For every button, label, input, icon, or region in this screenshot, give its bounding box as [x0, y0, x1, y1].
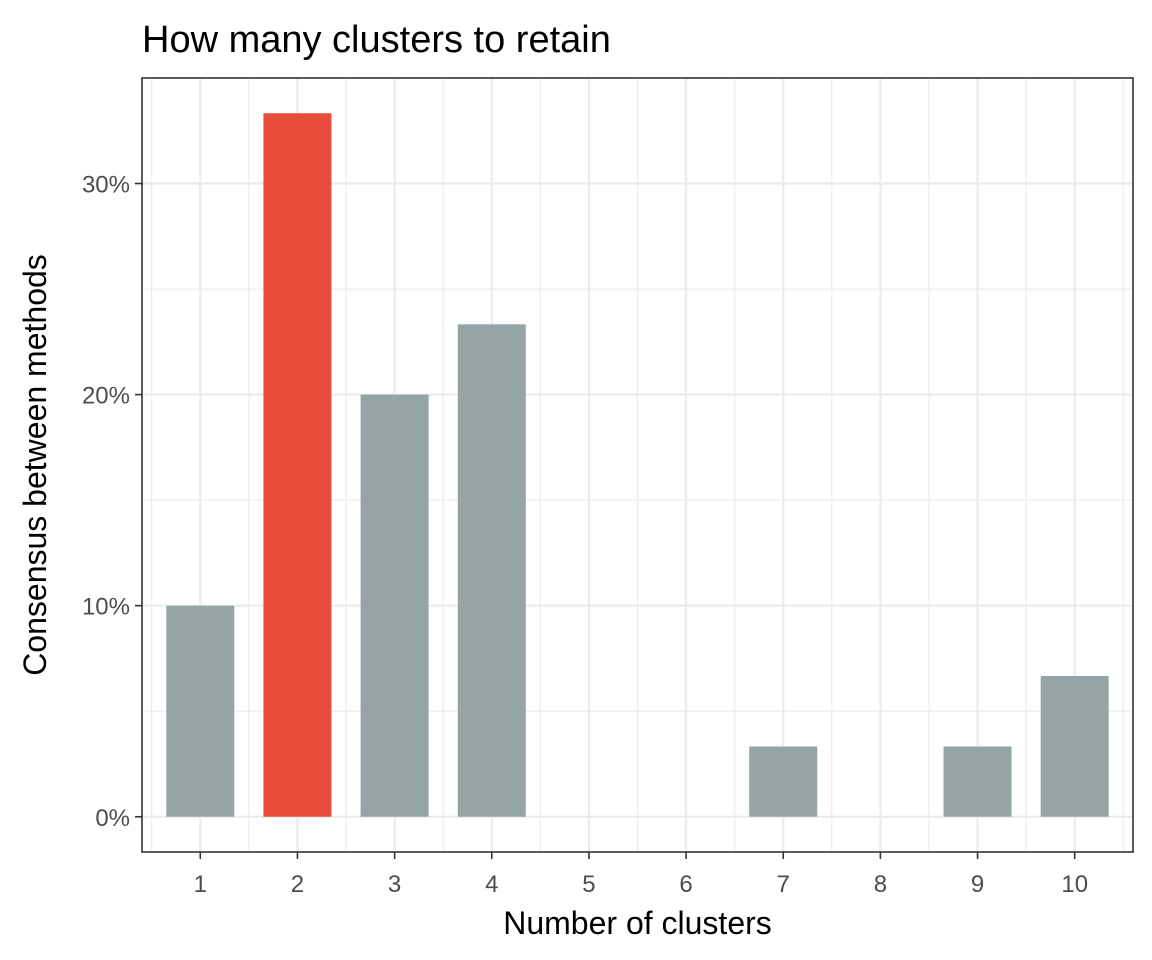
x-tick-label: 3 — [388, 871, 401, 898]
x-tick-label: 8 — [874, 871, 887, 898]
bar-3 — [360, 394, 429, 817]
y-tick-label: 0% — [95, 805, 130, 832]
x-tick-label: 6 — [679, 871, 692, 898]
x-tick-label: 10 — [1061, 871, 1088, 898]
axis-ticks: 1 2 3 4 5 6 7 8 9 10 0% 10% 20% 30% — [82, 172, 1088, 898]
x-tick-label: 4 — [485, 871, 498, 898]
x-tick-label: 5 — [582, 871, 595, 898]
y-tick-label: 10% — [82, 594, 130, 621]
bar-9 — [943, 746, 1012, 817]
x-tick-label: 2 — [291, 871, 304, 898]
chart-title: How many clusters to retain — [142, 19, 611, 61]
plot-panel — [141, 77, 1134, 853]
y-tick-label: 30% — [82, 172, 130, 199]
x-axis-label: Number of clusters — [503, 905, 772, 941]
bar-10 — [1040, 675, 1109, 817]
y-tick-label: 20% — [82, 383, 130, 410]
x-tick-label: 9 — [971, 871, 984, 898]
bars — [166, 113, 1109, 817]
bar-4 — [457, 324, 526, 817]
bar-2 — [263, 113, 332, 817]
y-axis-label: Consensus between methods — [17, 254, 53, 676]
bar-1 — [166, 605, 235, 817]
x-tick-label: 1 — [194, 871, 207, 898]
bar-7 — [749, 746, 818, 817]
x-tick-label: 7 — [777, 871, 790, 898]
